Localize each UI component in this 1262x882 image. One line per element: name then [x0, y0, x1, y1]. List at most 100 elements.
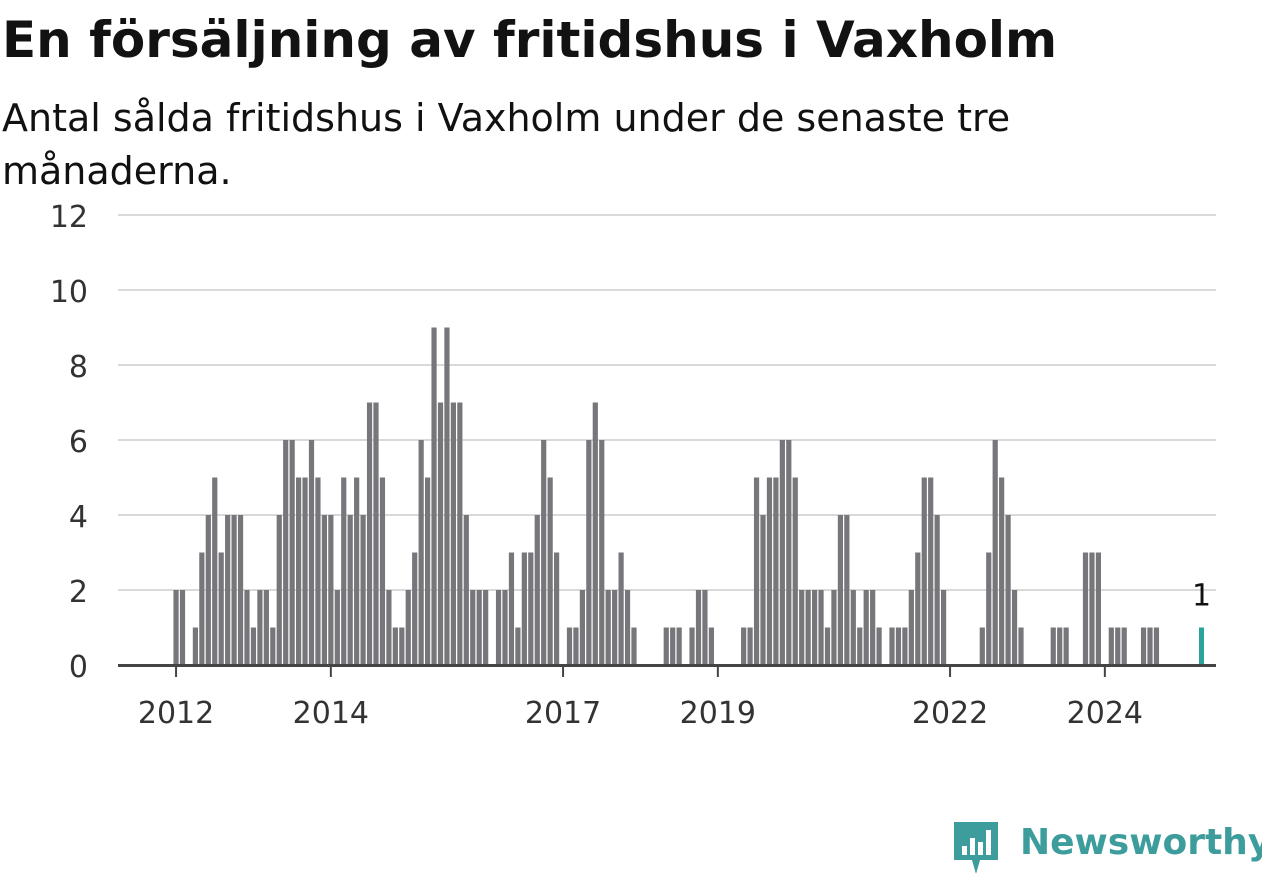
- bar: [283, 440, 289, 665]
- bar: [470, 590, 476, 665]
- bar: [263, 590, 269, 665]
- bar: [308, 440, 315, 665]
- x-tick-label: 2022: [912, 696, 988, 731]
- bar: [1005, 515, 1011, 665]
- bar: [824, 627, 831, 665]
- grid-lines: [118, 214, 1216, 591]
- highlight-value-label: 1: [1192, 579, 1211, 614]
- bar: [360, 515, 366, 665]
- bar: [986, 552, 992, 665]
- bar: [392, 627, 398, 665]
- bar: [689, 627, 695, 665]
- bar: [663, 627, 669, 665]
- bar: [605, 590, 611, 665]
- bar: [702, 590, 708, 665]
- bar: [1057, 627, 1063, 665]
- bar: [321, 515, 327, 665]
- bar: [850, 590, 856, 665]
- bar: [528, 552, 534, 665]
- bar: [837, 515, 843, 665]
- bar: [199, 552, 205, 665]
- bar: [792, 477, 798, 665]
- bar: [921, 477, 927, 665]
- bar: [1050, 627, 1056, 665]
- bar: [857, 627, 863, 665]
- bar: [863, 590, 869, 665]
- bar: [373, 402, 379, 665]
- bar: [244, 590, 250, 665]
- bar: [547, 477, 553, 665]
- x-axis: 2012 2014 2017 2019 2022 2024: [138, 665, 1143, 731]
- bar: [599, 440, 605, 665]
- bar: [612, 590, 618, 665]
- bar: [289, 440, 295, 665]
- bar: [779, 440, 785, 665]
- bar: [257, 590, 263, 665]
- y-tick-label: 12: [50, 200, 88, 235]
- bar: [347, 515, 353, 665]
- bar: [818, 590, 824, 665]
- bar: [579, 590, 585, 665]
- bar: [173, 590, 179, 665]
- bar: [399, 627, 405, 665]
- bar: [515, 627, 521, 665]
- bar: [437, 402, 444, 665]
- bar: [934, 515, 940, 665]
- bar: [405, 590, 411, 665]
- bar: [179, 590, 186, 665]
- y-axis: 0 2 4 6 8 10 12: [50, 200, 88, 685]
- bar: [889, 627, 895, 665]
- bar: [1153, 627, 1160, 665]
- chart-subtitle: Antal sålda fritidshus i Vaxholm under d…: [2, 96, 1011, 193]
- y-tick-label: 8: [69, 350, 88, 385]
- bar: [676, 627, 682, 665]
- bar: [799, 590, 805, 665]
- bar: [747, 627, 753, 665]
- bar-highlighted: [1199, 627, 1204, 665]
- bar: [231, 515, 237, 665]
- bar: [586, 440, 592, 665]
- bar: [379, 477, 386, 665]
- bar: [631, 627, 637, 665]
- bar: [624, 590, 631, 665]
- bar: [1095, 552, 1101, 665]
- bar: [992, 440, 998, 665]
- bar: [753, 477, 760, 665]
- bar: [812, 590, 818, 665]
- bar: [192, 627, 198, 665]
- bar: [250, 627, 257, 665]
- bar: [431, 327, 437, 665]
- bars: [173, 327, 1204, 665]
- bar: [876, 627, 882, 665]
- bar: [805, 590, 811, 665]
- bar: [412, 552, 418, 665]
- bar: [483, 590, 489, 665]
- bar: [902, 627, 908, 665]
- newsworthy-brand[interactable]: Newsworthy: [950, 818, 1262, 878]
- bar: [315, 477, 321, 665]
- brand-name: Newsworthy: [1020, 822, 1262, 863]
- bar: [670, 627, 676, 665]
- x-tick-label: 2019: [680, 696, 756, 731]
- bar: [1082, 552, 1089, 665]
- newsworthy-logo-icon: [954, 822, 998, 874]
- bar: [296, 477, 302, 665]
- x-tick-label: 2012: [138, 696, 214, 731]
- bar: [695, 590, 702, 665]
- bar: [366, 402, 373, 665]
- bar: [979, 627, 985, 665]
- bar: [418, 440, 424, 665]
- bar: [541, 440, 547, 665]
- bar: [941, 590, 947, 665]
- data-labels: 1: [1192, 579, 1211, 614]
- y-tick-label: 2: [69, 575, 88, 610]
- x-tick-label: 2024: [1067, 696, 1143, 731]
- bar: [1115, 627, 1121, 665]
- bar: [1063, 627, 1069, 665]
- bar: [205, 515, 211, 665]
- bar: [766, 477, 773, 665]
- bar: [1011, 590, 1018, 665]
- bar: [895, 627, 902, 665]
- bar: [334, 590, 340, 665]
- bar: [270, 627, 276, 665]
